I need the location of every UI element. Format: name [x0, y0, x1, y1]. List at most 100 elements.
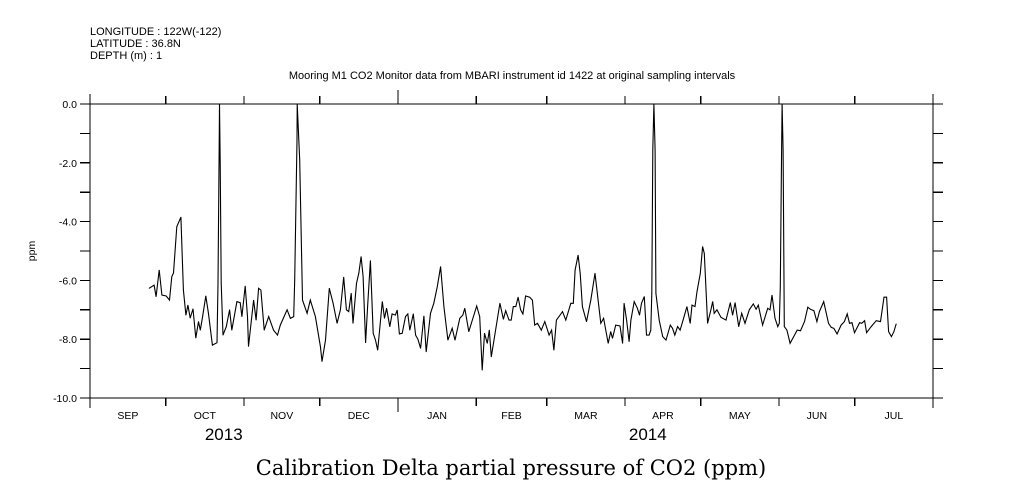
data-point	[562, 311, 563, 312]
data-point	[522, 313, 524, 315]
data-point	[836, 333, 838, 335]
data-point	[420, 347, 421, 349]
data-point	[610, 331, 612, 332]
data-point	[395, 314, 396, 316]
data-point	[813, 310, 815, 312]
data-point	[367, 306, 368, 307]
data-point	[375, 339, 376, 341]
data-point	[433, 302, 435, 304]
data-point	[423, 315, 425, 317]
data-point	[774, 317, 776, 319]
data-point	[244, 285, 246, 287]
data-point	[702, 246, 703, 248]
data-point	[603, 317, 604, 319]
data-point	[187, 304, 189, 306]
data-point	[391, 313, 393, 315]
data-point	[241, 316, 243, 317]
data-point	[220, 282, 222, 284]
x-tick-label-may: MAY	[729, 410, 751, 422]
data-point	[195, 337, 197, 339]
data-point	[217, 282, 219, 284]
data-point	[208, 312, 209, 314]
data-point	[277, 334, 278, 336]
data-point	[153, 284, 155, 286]
data-point	[268, 316, 270, 317]
data-point	[641, 302, 642, 304]
data-point	[540, 329, 542, 331]
data-point	[779, 286, 781, 287]
data-point	[537, 322, 538, 324]
x-year-label: 2013	[205, 425, 243, 444]
data-point	[893, 331, 895, 332]
x-tick-label-nov: NOV	[270, 410, 293, 422]
data-point	[786, 329, 788, 331]
data-point	[508, 319, 510, 321]
data-point	[499, 302, 501, 304]
data-point	[248, 346, 249, 347]
data-point	[590, 299, 592, 301]
data-point	[436, 286, 438, 287]
data-point	[296, 103, 298, 105]
data-point	[720, 317, 722, 318]
data-point	[255, 319, 257, 321]
data-point	[637, 307, 638, 309]
latitude-label: LATITUDE : 36.8N	[90, 38, 181, 50]
data-point	[662, 336, 664, 337]
data-point	[352, 322, 354, 324]
data-point	[556, 319, 557, 321]
data-point	[650, 329, 652, 331]
data-point	[781, 103, 783, 105]
data-point	[225, 326, 227, 327]
data-point	[762, 324, 763, 326]
data-point	[689, 322, 691, 324]
data-point	[415, 334, 416, 336]
data-point	[486, 342, 488, 344]
data-point	[185, 314, 187, 316]
data-point	[315, 316, 316, 317]
data-point	[672, 327, 673, 329]
axes: 0.0 -2.0 -4.0 -6.0 -8.0 -10.0 SEP OCT NOV DEC JAN F…	[53, 90, 943, 444]
data-point	[328, 287, 330, 289]
data-point	[807, 306, 809, 308]
data-point	[866, 332, 867, 334]
data-point	[558, 316, 560, 317]
data-point	[348, 311, 350, 312]
data-point	[846, 313, 848, 315]
data-point	[253, 299, 255, 301]
data-point	[895, 323, 897, 325]
data-point	[783, 326, 785, 327]
data-point	[574, 269, 576, 271]
data-point	[755, 308, 757, 310]
y-axis-label: ppm	[26, 241, 38, 262]
data-point	[412, 313, 414, 315]
data-point	[192, 308, 194, 310]
data-point	[464, 307, 466, 309]
data-point	[586, 321, 587, 322]
data-point	[597, 299, 599, 301]
data-point	[648, 334, 650, 336]
data-point	[729, 302, 731, 304]
data-point	[633, 301, 635, 302]
data-point	[607, 342, 609, 344]
data-point	[202, 316, 204, 317]
data-point	[309, 299, 311, 301]
data-point	[219, 162, 221, 164]
data-point	[582, 306, 583, 307]
data-point	[260, 289, 262, 291]
data-point	[553, 349, 555, 351]
data-point	[769, 309, 771, 311]
data-point	[891, 336, 892, 337]
y-tick-label: -2.0	[59, 158, 77, 170]
data-point	[529, 296, 531, 298]
data-point	[481, 369, 483, 371]
data-point	[171, 276, 173, 277]
data-point	[296, 139, 298, 141]
data-point	[525, 295, 526, 297]
data-point	[800, 330, 801, 332]
data-point	[819, 311, 820, 312]
data-point	[169, 299, 170, 301]
data-point	[370, 260, 371, 262]
data-point	[830, 327, 832, 328]
data-point	[725, 319, 727, 321]
data-point	[570, 302, 572, 304]
